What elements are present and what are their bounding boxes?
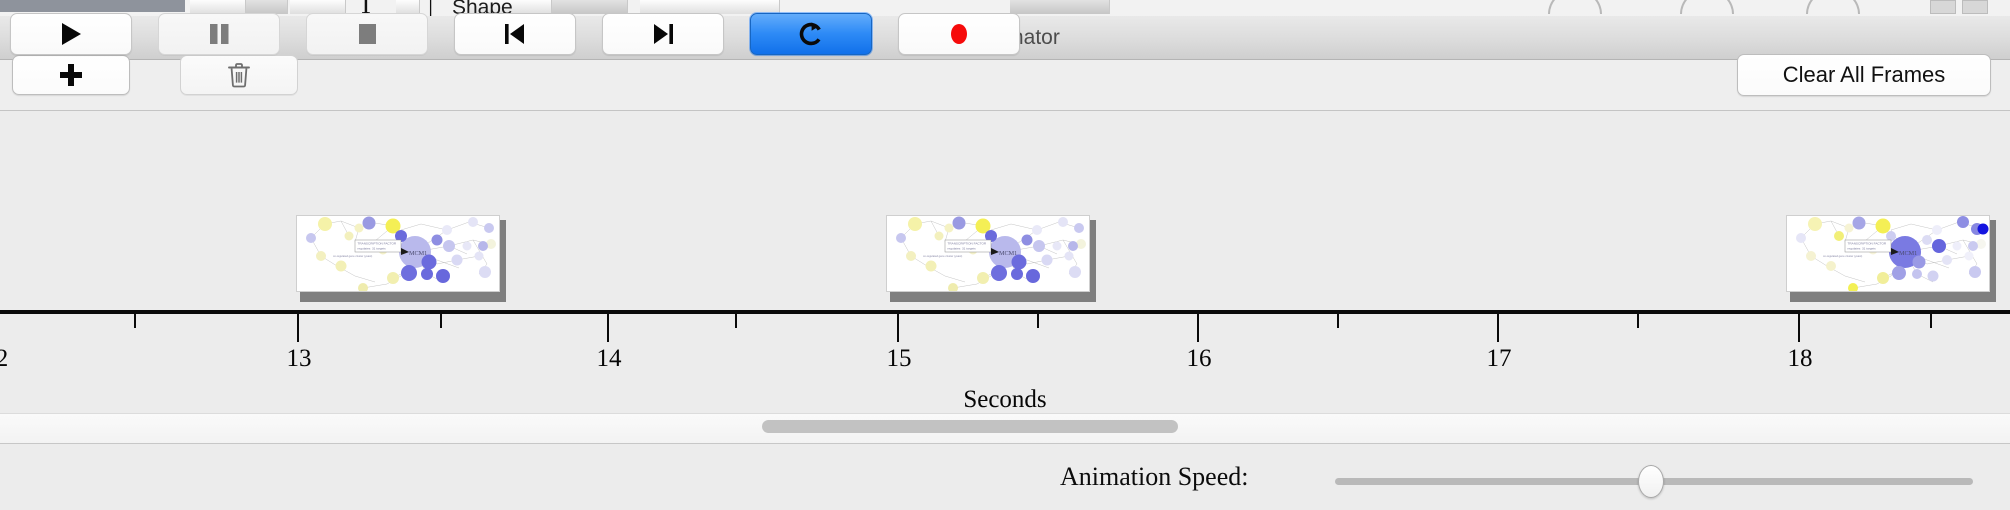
timeline-frame-1[interactable]: TRANSCRIPTION FACTOR regulates: 31 targe… <box>296 215 506 302</box>
skip-to-end-button[interactable] <box>602 13 724 55</box>
playback-control-bar <box>0 443 2010 510</box>
record-icon <box>951 24 967 44</box>
background-toolbar-segment <box>1010 0 1110 14</box>
animation-speed-label: Animation Speed: <box>1060 462 1249 491</box>
frame-thumbnail: TRANSCRIPTION FACTOR regulates: 31 targe… <box>886 215 1090 292</box>
svg-text:TRANSCRIPTION FACTOR: TRANSCRIPTION FACTOR <box>358 241 397 245</box>
network-thumbnail-graph: TRANSCRIPTION FACTOR regulates: 31 targe… <box>896 216 1086 291</box>
axis-major-tick <box>297 314 299 342</box>
skip-to-start-button[interactable] <box>454 13 576 55</box>
background-toolbar-segment <box>190 0 246 14</box>
animation-speed-slider-thumb[interactable] <box>1638 465 1664 498</box>
skip-forward-icon <box>654 24 673 44</box>
stop-icon <box>359 24 376 44</box>
frame-toolbar <box>0 60 2010 111</box>
svg-text:MCM1: MCM1 <box>409 250 427 257</box>
delete-frame-button[interactable] <box>180 55 298 95</box>
axis-minor-tick <box>1930 314 1932 328</box>
svg-text:regulates: 31 targets: regulates: 31 targets <box>358 246 387 250</box>
axis-major-tick <box>897 314 899 342</box>
axis-tick-label: 17 <box>1486 345 1512 372</box>
axis-minor-tick <box>735 314 737 328</box>
plus-icon <box>60 64 82 86</box>
svg-text:co-regulated gene cluster (yea: co-regulated gene cluster (yeast) <box>1823 254 1862 258</box>
timeline-scrollbar-track[interactable] <box>0 413 2010 443</box>
background-toolbar-segment <box>470 0 552 14</box>
background-square-decoration <box>1930 0 1956 14</box>
play-icon <box>62 23 81 45</box>
axis-tick-label: 2 <box>0 345 9 372</box>
svg-text:TRANSCRIPTION FACTOR: TRANSCRIPTION FACTOR <box>1848 241 1887 245</box>
skip-back-icon <box>505 24 524 44</box>
pause-button[interactable] <box>158 13 280 55</box>
background-arc-decoration <box>1680 0 1734 14</box>
play-button[interactable] <box>10 13 132 55</box>
background-toolbar-segment <box>290 0 346 14</box>
timeline-frame-2[interactable]: TRANSCRIPTION FACTOR regulates: 31 targe… <box>886 215 1096 302</box>
add-frame-button[interactable] <box>12 55 130 95</box>
pause-icon <box>210 24 229 44</box>
background-dark-tab <box>0 0 185 12</box>
background-toolbar-segment <box>640 0 780 14</box>
svg-text:regulates: 31 targets: regulates: 31 targets <box>948 246 977 250</box>
axis-tick-label: 18 <box>1787 345 1813 372</box>
axis-title: Seconds <box>963 386 1047 413</box>
axis-minor-tick <box>440 314 442 328</box>
background-toolbar-segment <box>396 0 420 14</box>
axis-minor-tick <box>134 314 136 328</box>
axis-tick-label: 14 <box>596 345 622 372</box>
network-thumbnail-graph: TRANSCRIPTION FACTOR regulates: 31 targe… <box>306 216 496 291</box>
axis-minor-tick <box>1637 314 1639 328</box>
timeline-scrollbar-thumb[interactable] <box>762 420 1178 433</box>
svg-text:TRANSCRIPTION FACTOR: TRANSCRIPTION FACTOR <box>948 241 987 245</box>
axis-minor-tick <box>1037 314 1039 328</box>
background-toolbar-segment <box>246 0 288 14</box>
axis-tick-label: 16 <box>1186 345 1212 372</box>
svg-text:regulates: 31 targets: regulates: 31 targets <box>1848 246 1877 250</box>
clear-all-frames-label: Clear All Frames <box>1782 62 1946 87</box>
axis-minor-tick <box>1337 314 1339 328</box>
svg-text:MCM1: MCM1 <box>999 250 1017 257</box>
background-window-strip: T | Shape <box>0 0 2010 16</box>
timeline-frame-3[interactable]: TRANSCRIPTION FACTOR regulates: 31 targe… <box>1786 215 1996 302</box>
frame-thumbnail: TRANSCRIPTION FACTOR regulates: 31 targe… <box>1786 215 1990 292</box>
svg-text:MCM1: MCM1 <box>1899 250 1917 257</box>
stop-button[interactable] <box>306 13 428 55</box>
svg-text:co-regulated gene cluster (yea: co-regulated gene cluster (yeast) <box>923 254 962 258</box>
timeline-panel[interactable]: TRANSCRIPTION FACTOR regulates: 31 targe… <box>0 111 2010 413</box>
background-glyph: | <box>428 0 434 16</box>
axis-major-tick <box>607 314 609 342</box>
background-toolbar-segment <box>552 0 628 14</box>
timeline-axis <box>0 310 2010 314</box>
record-button[interactable] <box>898 13 1020 55</box>
network-thumbnail-graph: TRANSCRIPTION FACTOR regulates: 31 targe… <box>1796 216 1989 291</box>
axis-tick-label: 13 <box>286 345 312 372</box>
axis-major-tick <box>1798 314 1800 342</box>
axis-major-tick <box>1497 314 1499 342</box>
svg-text:co-regulated gene cluster (yea: co-regulated gene cluster (yeast) <box>333 254 372 258</box>
background-arc-decoration <box>1806 0 1860 14</box>
axis-tick-label: 15 <box>886 345 912 372</box>
background-app-label: Shape <box>452 0 513 16</box>
axis-major-tick <box>1197 314 1199 342</box>
background-square-decoration <box>1962 0 1988 14</box>
clear-all-frames-button[interactable]: Clear All Frames <box>1737 54 1991 96</box>
trash-icon <box>228 63 250 88</box>
frame-thumbnail: TRANSCRIPTION FACTOR regulates: 31 targe… <box>296 215 500 292</box>
loop-button[interactable] <box>750 13 872 55</box>
background-glyph: T <box>358 0 374 16</box>
loop-icon <box>799 22 821 46</box>
background-arc-decoration <box>1548 0 1602 14</box>
